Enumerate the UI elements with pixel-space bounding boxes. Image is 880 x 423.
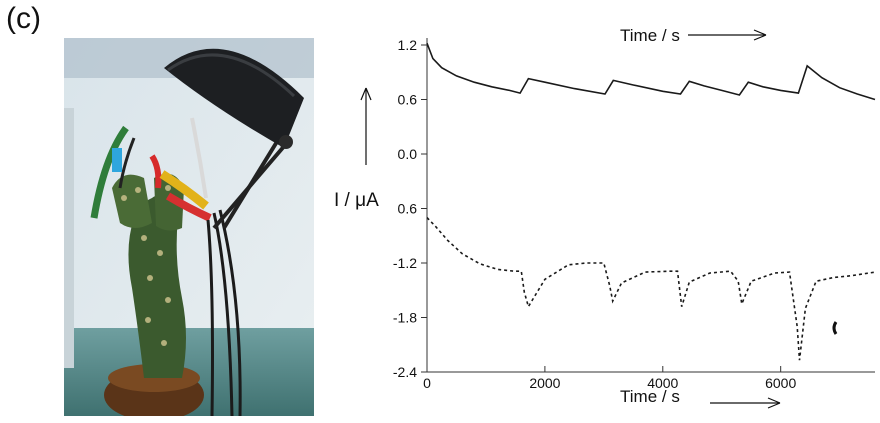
x-tick-label: 6000: [765, 375, 796, 391]
y-axis-label: I / μA: [334, 190, 379, 211]
y-up-arrow: [360, 87, 372, 165]
panel-label: (c): [6, 2, 41, 35]
current-time-chart: 1.2 0.6 0.0 0.6 -1.2 -1.8 -2.4 0 2000 4000 6000 T…: [334, 26, 876, 409]
cactus-photo: [64, 38, 314, 416]
y-tick-label: -1.8: [393, 310, 417, 326]
x-tick-label: 4000: [647, 375, 678, 391]
x-tick-label: 0: [423, 375, 431, 391]
solid-current-series: [426, 42, 876, 101]
x-tick-label: 2000: [529, 375, 560, 391]
y-tick-label: 0.6: [398, 92, 418, 108]
y-tick-label: 0.6: [398, 201, 418, 217]
stray-mark: [832, 321, 838, 335]
top-time-label: Time / s: [620, 26, 680, 45]
x-axis-label: Time / s: [620, 387, 680, 406]
dashed-current-series: [426, 217, 876, 361]
bottom-right-arrow: [710, 397, 781, 409]
top-right-arrow: [688, 29, 767, 41]
y-tick-label: -2.4: [393, 364, 417, 380]
y-tick-label: 0.0: [398, 146, 418, 162]
y-tick-label: 1.2: [398, 37, 418, 53]
y-tick-label: -1.2: [393, 255, 417, 271]
